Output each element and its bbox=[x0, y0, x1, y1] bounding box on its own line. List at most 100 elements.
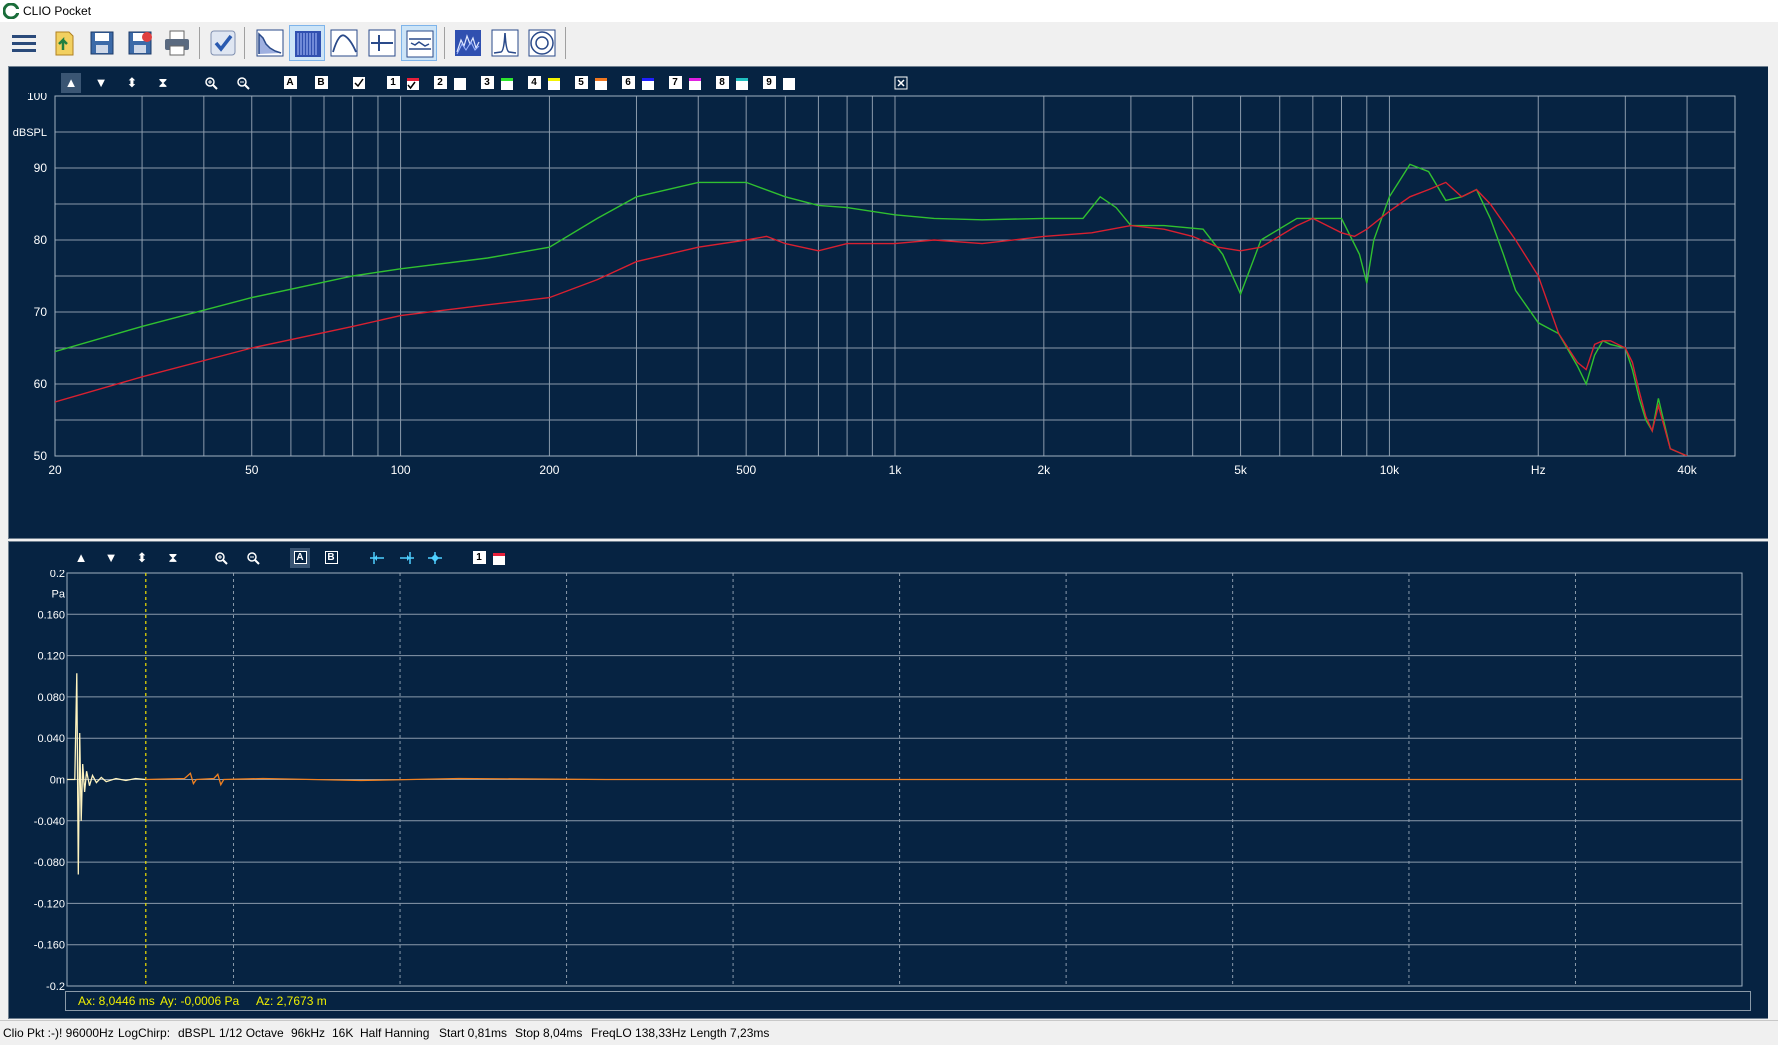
memory-3-color[interactable] bbox=[497, 73, 517, 93]
printer-icon bbox=[165, 30, 189, 56]
cursor-az-readout: Az: 2,7673 m bbox=[256, 994, 327, 1008]
memory-4-color[interactable] bbox=[544, 73, 564, 93]
memory-9-color[interactable] bbox=[779, 73, 799, 93]
resonance-icon bbox=[491, 29, 519, 57]
memory-6-button[interactable]: 6 bbox=[618, 73, 638, 93]
cursor-a-button[interactable]: A bbox=[280, 73, 300, 93]
impulse-series-2 bbox=[145, 772, 1742, 787]
y-tick-label: -0.2 bbox=[46, 981, 65, 990]
y-tick-label: -0.120 bbox=[34, 898, 65, 910]
waterfall-icon bbox=[455, 30, 481, 56]
status-start: Start 0,81ms bbox=[439, 1026, 508, 1040]
sinusoidal-button[interactable] bbox=[326, 25, 362, 61]
status-window: Half Hanning bbox=[360, 1026, 430, 1040]
status-size: 16K bbox=[332, 1026, 354, 1040]
x-tick-label: 5k bbox=[1234, 463, 1248, 477]
status-freqlo: FreqLO 138,33Hz bbox=[591, 1026, 687, 1040]
toolbar-separator bbox=[565, 27, 566, 59]
marker-start-button[interactable] bbox=[367, 548, 387, 568]
memory-6-color[interactable] bbox=[638, 73, 658, 93]
x-tick-label: 40k bbox=[1677, 463, 1697, 477]
scope-icon bbox=[406, 30, 434, 58]
expand-button[interactable]: ⬍ bbox=[136, 550, 148, 565]
x-tick-label: 100 bbox=[391, 463, 411, 477]
cursor-readout-box: Ax: 8,0446 ms Ay: -0,0006 Pa Az: 2,7673 … bbox=[65, 991, 1751, 1011]
memory-1-color[interactable] bbox=[489, 548, 509, 568]
save-as-button[interactable] bbox=[122, 25, 158, 61]
status-smoothing: 1/12 Octave bbox=[219, 1026, 284, 1040]
y-tick-label: 0.080 bbox=[37, 692, 65, 704]
memory-8-button[interactable]: 8 bbox=[712, 73, 732, 93]
zoom-in-button[interactable] bbox=[211, 548, 231, 568]
marker-window-button[interactable] bbox=[425, 548, 445, 568]
memory-2-button[interactable]: 2 bbox=[430, 73, 450, 93]
memory-5-button[interactable]: 5 bbox=[571, 73, 591, 93]
main-toolbar bbox=[0, 22, 1778, 64]
memory-1-button[interactable]: 1 bbox=[469, 548, 489, 568]
check-icon bbox=[407, 81, 416, 89]
zoom-in-button[interactable] bbox=[201, 73, 221, 93]
zoom-out-button[interactable] bbox=[243, 548, 263, 568]
expand-button[interactable]: ⬍ bbox=[126, 75, 138, 90]
scale-up-button[interactable]: ▲ bbox=[74, 550, 88, 565]
x-tick-label: 20 bbox=[48, 463, 62, 477]
memory-2-color[interactable] bbox=[450, 73, 470, 93]
polar-button[interactable] bbox=[524, 25, 560, 61]
y-tick-label: 0.160 bbox=[37, 609, 65, 621]
cursor-b-button[interactable]: B bbox=[311, 73, 331, 93]
frequency-series-2 bbox=[55, 181, 1688, 456]
multimeter-button[interactable] bbox=[364, 25, 400, 61]
memory-3-button[interactable]: 3 bbox=[477, 73, 497, 93]
y-tick-label: 0.120 bbox=[37, 651, 65, 663]
memory-9-button[interactable]: 9 bbox=[759, 73, 779, 93]
check-all-button[interactable] bbox=[349, 73, 369, 93]
scope-button[interactable] bbox=[401, 25, 437, 61]
marker-stop-icon bbox=[400, 552, 414, 564]
y-tick-label: -0.040 bbox=[34, 816, 65, 828]
y-tick-label: 80 bbox=[34, 233, 48, 247]
open-file-button[interactable] bbox=[46, 25, 82, 61]
zoom-in-icon bbox=[215, 552, 228, 565]
resonance-button[interactable] bbox=[487, 25, 523, 61]
marker-window-icon bbox=[428, 552, 442, 564]
memory-5-color[interactable] bbox=[591, 73, 611, 93]
zoom-out-icon bbox=[247, 552, 260, 565]
floppy-icon bbox=[90, 31, 114, 55]
toolbar-separator bbox=[199, 27, 200, 59]
toolbar-separator bbox=[444, 27, 445, 59]
frequency-grid bbox=[54, 95, 1736, 457]
memory-4-button[interactable]: 4 bbox=[524, 73, 544, 93]
mls-icon bbox=[295, 31, 321, 57]
memory-7-color[interactable] bbox=[685, 73, 705, 93]
marker-start-icon bbox=[370, 552, 384, 564]
frequency-response-panel: ▲ ▼ ⬍ ⧗ A B 1 2 3 4 5 6 7 8 9 100 90 80 70 60 50 dBSPL… bbox=[8, 66, 1770, 539]
print-button[interactable] bbox=[159, 25, 195, 61]
menu-button[interactable] bbox=[6, 25, 42, 61]
impulse-chart[interactable]: 0.2 0.160 0.120 0.080 0.040 0m -0.040 -0.080 -0.… bbox=[9, 570, 1769, 990]
scale-down-button[interactable]: ▼ bbox=[104, 550, 118, 565]
memory-1-color[interactable] bbox=[403, 73, 423, 93]
fft-button[interactable] bbox=[252, 25, 288, 61]
window-title: CLIO Pocket bbox=[23, 4, 92, 18]
check-button[interactable] bbox=[205, 25, 241, 61]
memory-7-button[interactable]: 7 bbox=[665, 73, 685, 93]
x-tick-label: 1k bbox=[889, 463, 903, 477]
scale-down-button[interactable]: ▼ bbox=[94, 75, 108, 90]
marker-stop-button[interactable] bbox=[397, 548, 417, 568]
compress-button[interactable]: ⧗ bbox=[168, 550, 178, 565]
memory-1-button[interactable]: 1 bbox=[383, 73, 403, 93]
multimeter-icon bbox=[368, 29, 396, 57]
save-button[interactable] bbox=[84, 25, 120, 61]
right-edge bbox=[1768, 64, 1778, 1020]
waterfall-button[interactable] bbox=[450, 25, 486, 61]
cursor-b-button[interactable]: B bbox=[321, 548, 341, 568]
scale-up-button[interactable]: ▲ bbox=[61, 73, 81, 93]
y-tick-label: 70 bbox=[34, 305, 48, 319]
zoom-out-button[interactable] bbox=[233, 73, 253, 93]
compress-button[interactable]: ⧗ bbox=[158, 75, 168, 90]
cursor-a-button[interactable]: A bbox=[290, 548, 310, 568]
delete-memories-button[interactable] bbox=[891, 73, 911, 93]
mls-button[interactable] bbox=[289, 25, 325, 61]
memory-8-color[interactable] bbox=[732, 73, 752, 93]
